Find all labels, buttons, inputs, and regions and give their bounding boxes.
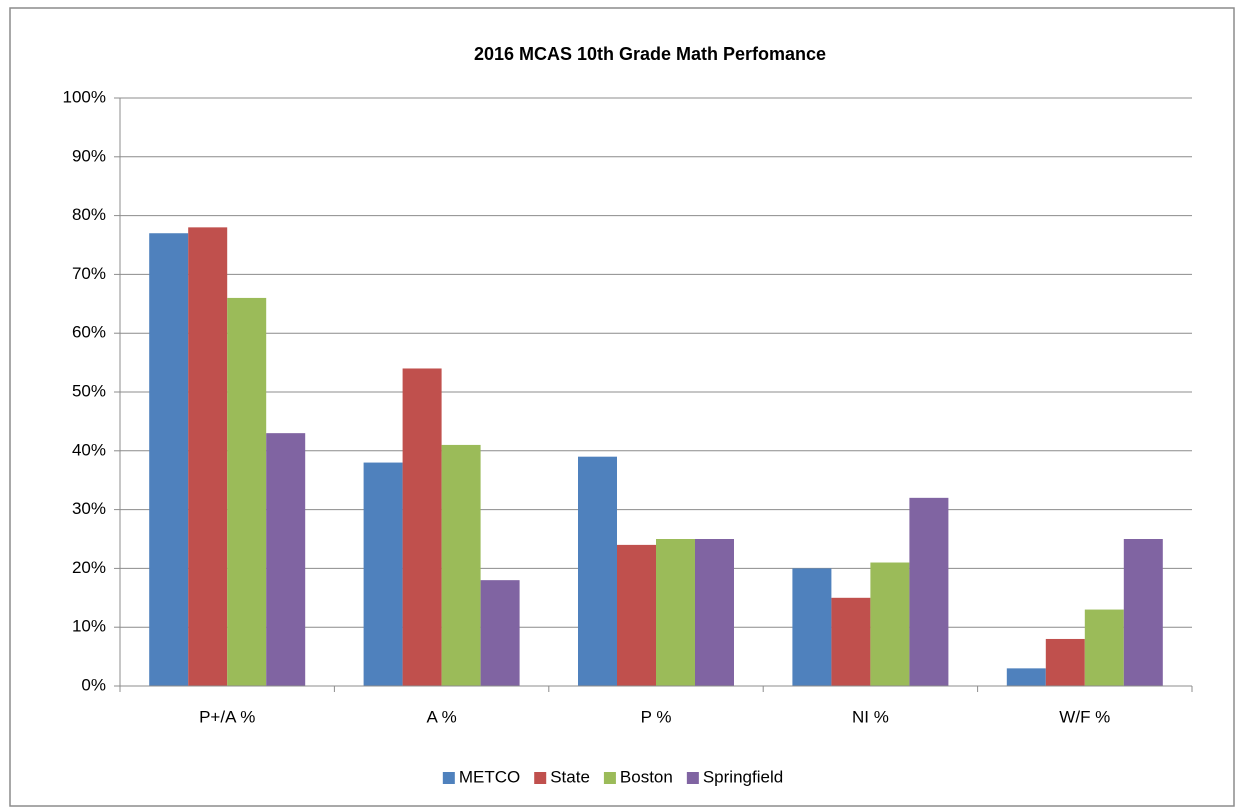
y-tick-label: 70% xyxy=(72,264,106,283)
x-tick-label: NI % xyxy=(852,707,889,726)
bar xyxy=(831,597,871,686)
legend-label: State xyxy=(550,767,590,786)
x-tick-label: P % xyxy=(641,707,672,726)
bar xyxy=(441,444,481,686)
bar xyxy=(149,233,189,687)
y-tick-label: 100% xyxy=(63,87,106,106)
y-tick-label: 0% xyxy=(81,675,106,694)
y-tick-label: 30% xyxy=(72,499,106,518)
bar xyxy=(792,568,832,686)
legend-swatch xyxy=(686,772,699,784)
bar xyxy=(188,227,228,687)
x-tick-label: W/F % xyxy=(1059,707,1110,726)
bar xyxy=(1045,638,1085,686)
legend-label: Springfield xyxy=(703,767,783,786)
legend-swatch xyxy=(442,772,455,784)
legend-label: METCO xyxy=(459,767,520,786)
bar xyxy=(480,580,520,686)
bar xyxy=(1084,609,1124,686)
y-tick-label: 50% xyxy=(72,381,106,400)
x-tick-label: P+/A % xyxy=(199,707,255,726)
bar xyxy=(1006,668,1046,686)
legend-swatch xyxy=(603,772,616,784)
legend-label: Boston xyxy=(620,767,673,786)
bar xyxy=(909,497,949,686)
bar xyxy=(363,462,403,686)
legend-swatch xyxy=(534,772,547,784)
y-tick-label: 20% xyxy=(72,558,106,577)
bar xyxy=(1123,539,1163,686)
x-tick-label: A % xyxy=(426,707,456,726)
bar xyxy=(617,544,656,686)
bar xyxy=(266,433,306,686)
y-tick-label: 60% xyxy=(72,323,106,342)
bar xyxy=(578,456,617,686)
y-tick-label: 40% xyxy=(72,440,106,459)
y-tick-label: 80% xyxy=(72,205,106,224)
y-tick-label: 10% xyxy=(72,617,106,636)
bar xyxy=(656,539,695,686)
bar xyxy=(227,297,267,686)
bar xyxy=(695,539,734,686)
bar xyxy=(870,562,910,686)
bar xyxy=(402,368,442,686)
y-tick-label: 90% xyxy=(72,146,106,165)
chart-title: 2016 MCAS 10th Grade Math Perfomance xyxy=(474,44,826,64)
